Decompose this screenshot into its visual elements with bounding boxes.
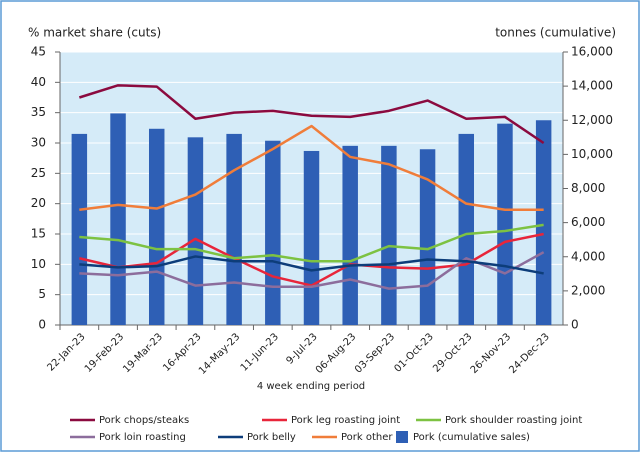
y2-tick-label: 12,000 bbox=[571, 113, 613, 127]
y-tick-label: 20 bbox=[31, 196, 46, 210]
y-tick-label: 0 bbox=[38, 318, 46, 332]
bar bbox=[535, 120, 552, 325]
y-tick-label: 10 bbox=[31, 257, 46, 271]
bar bbox=[148, 128, 165, 325]
legend-label: Pork leg roasting joint bbox=[291, 415, 400, 426]
line-series bbox=[78, 84, 545, 145]
legend-label: Pork chops/steaks bbox=[99, 415, 189, 426]
y-tick-label: 45 bbox=[31, 45, 46, 59]
y2-axis-title: tonnes (cumulative) bbox=[495, 26, 616, 40]
line-series bbox=[79, 124, 544, 211]
line-series bbox=[79, 223, 544, 263]
x-axis-title: 4 week ending period bbox=[257, 381, 365, 392]
legend-swatch bbox=[396, 431, 408, 443]
y2-tick-label: 2,000 bbox=[571, 283, 605, 297]
bar bbox=[497, 123, 513, 325]
y-tick-label: 5 bbox=[38, 287, 46, 301]
legend-label: Pork (cumulative sales) bbox=[413, 432, 530, 443]
bar bbox=[110, 113, 126, 325]
bar bbox=[71, 133, 88, 325]
bar bbox=[419, 149, 436, 325]
y2-tick-label: 4,000 bbox=[571, 249, 605, 263]
bar bbox=[303, 150, 320, 325]
y-tick-label: 15 bbox=[31, 227, 46, 241]
y-tick-label: 40 bbox=[31, 75, 46, 89]
y-tick-label: 25 bbox=[31, 166, 46, 180]
legend-label: Pork shoulder roasting joint bbox=[445, 415, 582, 426]
y2-tick-label: 10,000 bbox=[571, 147, 613, 161]
y-tick-label: 35 bbox=[31, 105, 46, 119]
y-tick-label: 30 bbox=[31, 136, 46, 150]
bar bbox=[265, 140, 281, 325]
line-series bbox=[79, 251, 545, 290]
bar bbox=[342, 145, 358, 325]
y2-tick-label: 16,000 bbox=[571, 45, 613, 59]
legend-label: Pork loin roasting bbox=[99, 432, 186, 443]
bar bbox=[187, 137, 204, 325]
bar bbox=[458, 133, 475, 325]
y-axis-title: % market share (cuts) bbox=[28, 26, 161, 40]
line-series bbox=[79, 255, 544, 275]
legend-label: Pork other bbox=[341, 432, 393, 443]
y2-tick-label: 0 bbox=[571, 318, 579, 332]
y2-tick-label: 14,000 bbox=[571, 79, 613, 93]
y2-tick-label: 8,000 bbox=[571, 181, 605, 195]
bar bbox=[226, 133, 242, 325]
bar bbox=[381, 145, 397, 325]
y2-tick-label: 6,000 bbox=[571, 215, 605, 229]
legend-label: Pork belly bbox=[247, 432, 296, 443]
